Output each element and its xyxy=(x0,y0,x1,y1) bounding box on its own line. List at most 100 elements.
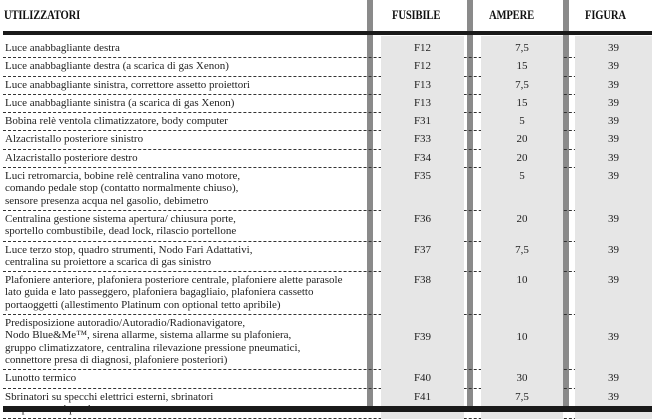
table-row: Luce anabbagliante sinistra, correttore … xyxy=(3,76,652,95)
fuse-cell: F39 xyxy=(381,315,464,371)
description-line: sportello combustibile, dead lock, rilas… xyxy=(5,225,237,238)
user-description: Sbrinatori su specchi elettrici esterni,… xyxy=(3,389,365,419)
table-row: Alzacristallo posteriore sinistro F33 20 39 xyxy=(3,131,652,150)
ampere-cell: 15 xyxy=(481,94,563,114)
description-line: Nodo Blue&Me™, sirena allarme, sistema a… xyxy=(5,329,292,342)
user-description: Luci retromarcia, bobine relè centralina… xyxy=(3,168,365,210)
table-row: Luce anabbagliante destra F12 7,5 39 xyxy=(3,36,652,59)
column-divider xyxy=(563,0,569,407)
user-description: Luce terzo stop, quadro strumenti, Nodo … xyxy=(3,242,365,272)
header-ampere: AMPERE xyxy=(489,8,535,22)
fuse-cell: F41 xyxy=(381,388,464,419)
fuse-cell: F38 xyxy=(381,272,464,316)
figure-cell: 39 xyxy=(575,149,652,169)
description-line: Alzacristallo posteriore sinistro xyxy=(5,133,144,146)
table-row: Lunotto termico F40 30 39 xyxy=(3,370,652,389)
figure-cell: 39 xyxy=(575,113,652,132)
description-line: comando pedale stop (contatto normalment… xyxy=(5,182,239,195)
figure-cell: 39 xyxy=(575,210,652,242)
description-line: sensore presenza acqua nel gasolio, debi… xyxy=(5,194,209,207)
ampere-cell: 7,5 xyxy=(481,36,563,59)
ampere-cell: 7,5 xyxy=(481,241,563,273)
figure-cell: 39 xyxy=(575,370,652,389)
table-row: Alzacristallo posteriore destro F34 20 39 xyxy=(3,149,652,169)
figure-cell: 39 xyxy=(575,388,652,419)
figure-cell: 39 xyxy=(575,315,652,371)
description-line: lato guida e lato passeggero, plafoniera… xyxy=(5,286,314,299)
description-line: Centralina gestione sistema apertura/ ch… xyxy=(5,212,236,225)
user-description: Luce anabbagliante destra xyxy=(3,40,365,57)
figure-cell: 39 xyxy=(575,58,652,77)
ampere-cell: 15 xyxy=(481,58,563,77)
table-row: Luce anabbagliante sinistra (a scarica d… xyxy=(3,94,652,114)
description-line: portaoggetti (allestimento Platinum con … xyxy=(5,298,281,311)
fuse-cell: F35 xyxy=(381,168,464,211)
figure-cell: 39 xyxy=(575,76,652,95)
user-description: Luce anabbagliante sinistra, correttore … xyxy=(3,77,365,94)
ampere-cell: 20 xyxy=(481,131,563,150)
description-line: Bobina relè ventola climatizzatore, body… xyxy=(5,115,228,128)
user-description: Luce anabbagliante destra (a scarica di … xyxy=(3,58,365,75)
fuse-cell: F36 xyxy=(381,210,464,242)
description-line: gruppo climatizzatore, centralina rileva… xyxy=(5,341,301,354)
ampere-cell: 20 xyxy=(481,149,563,169)
figure-cell: 39 xyxy=(575,36,652,59)
table-row: Luce anabbagliante destra (a scarica di … xyxy=(3,58,652,77)
footer-rule xyxy=(3,406,652,412)
header-fuse: FUSIBILE xyxy=(392,8,441,22)
fuse-cell: F34 xyxy=(381,149,464,169)
table-row: Centralina gestione sistema apertura/ ch… xyxy=(3,210,652,242)
figure-cell: 39 xyxy=(575,168,652,211)
description-line: Luci retromarcia, bobine relè centralina… xyxy=(5,170,241,183)
fuse-cell: F37 xyxy=(381,241,464,273)
fuse-cell: F33 xyxy=(381,131,464,150)
description-line: Luce anabbagliante sinistra (a scarica d… xyxy=(5,96,235,109)
table-row: Bobina relè ventola climatizzatore, body… xyxy=(3,113,652,132)
user-description: Predisposizione autoradio/Autoradio/Radi… xyxy=(3,315,365,369)
description-line: Alzacristallo posteriore destro xyxy=(5,151,138,164)
description-line: Luce anabbagliante sinistra, correttore … xyxy=(5,78,250,91)
description-line: Predisposizione autoradio/Autoradio/Radi… xyxy=(5,317,246,330)
fuse-cell: F40 xyxy=(381,370,464,389)
column-divider xyxy=(467,0,473,407)
ampere-cell: 10 xyxy=(481,315,563,371)
fuse-cell: F12 xyxy=(381,58,464,77)
description-line: Lunotto termico xyxy=(5,372,77,385)
column-divider xyxy=(367,0,373,407)
user-description: Alzacristallo posteriore sinistro xyxy=(3,131,365,148)
user-description: Centralina gestione sistema apertura/ ch… xyxy=(3,211,365,241)
user-description: Bobina relè ventola climatizzatore, body… xyxy=(3,113,365,130)
description-line: Luce anabbagliante destra xyxy=(5,42,120,54)
description-line: Luce terzo stop, quadro strumenti, Nodo … xyxy=(5,243,253,256)
ampere-cell: 10 xyxy=(481,272,563,316)
fuse-table: Luce anabbagliante destra F12 7,5 39 Luce an… xyxy=(3,36,652,419)
table-row: Luce terzo stop, quadro strumenti, Nodo … xyxy=(3,241,652,273)
description-line: Sbrinatori su specchi elettrici esterni,… xyxy=(5,390,214,403)
ampere-cell: 30 xyxy=(481,370,563,389)
figure-cell: 39 xyxy=(575,241,652,273)
fuse-cell: F12 xyxy=(381,36,464,59)
header-users: UTILIZZATORI xyxy=(4,8,81,22)
header-rule xyxy=(3,31,652,35)
fuse-cell: F13 xyxy=(381,94,464,114)
description-line: Plafoniere anteriore, plafoniera posteri… xyxy=(5,274,343,287)
table-row: Luci retromarcia, bobine relè centralina… xyxy=(3,168,652,211)
table-row: Predisposizione autoradio/Autoradio/Radi… xyxy=(3,315,652,371)
ampere-cell: 5 xyxy=(481,113,563,132)
description-line: centralina su proiettore a scarica di ga… xyxy=(5,255,212,268)
user-description: Lunotto termico xyxy=(3,370,365,387)
ampere-cell: 7,5 xyxy=(481,388,563,419)
description-line: Luce anabbagliante destra (a scarica di … xyxy=(5,60,229,73)
ampere-cell: 7,5 xyxy=(481,76,563,95)
figure-cell: 39 xyxy=(575,272,652,316)
figure-cell: 39 xyxy=(575,94,652,114)
table-row: Plafoniere anteriore, plafoniera posteri… xyxy=(3,272,652,316)
fuse-cell: F13 xyxy=(381,76,464,95)
ampere-cell: 5 xyxy=(481,168,563,211)
figure-cell: 39 xyxy=(575,131,652,150)
user-description: Luce anabbagliante sinistra (a scarica d… xyxy=(3,95,365,112)
user-description: Alzacristallo posteriore destro xyxy=(3,150,365,167)
table-row: Sbrinatori su specchi elettrici esterni,… xyxy=(3,388,652,419)
user-description: Plafoniere anteriore, plafoniera posteri… xyxy=(3,272,365,314)
fuse-cell: F31 xyxy=(381,113,464,132)
